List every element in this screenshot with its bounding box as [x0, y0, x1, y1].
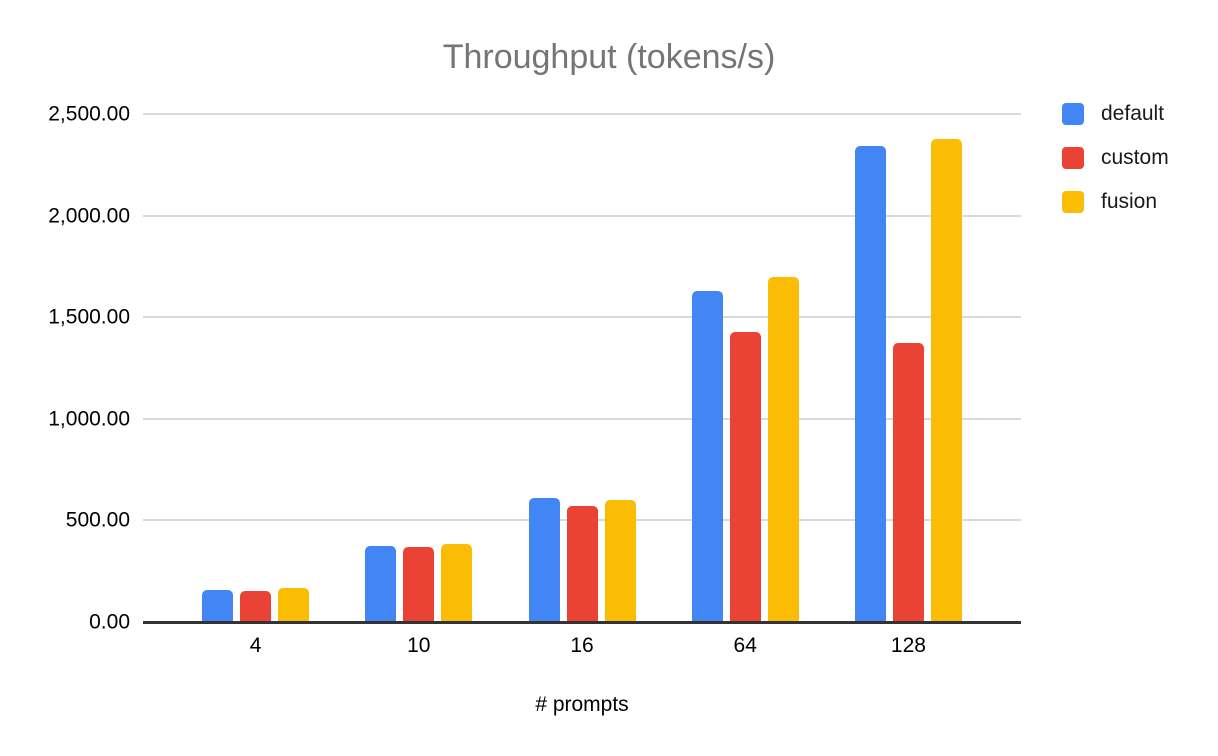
bar-fusion-16 [604, 500, 636, 622]
x-tick-label: 128 [890, 634, 926, 657]
legend-swatch-default [1062, 103, 1084, 125]
x-tick-label: 64 [733, 634, 757, 657]
legend-label: fusion [1101, 190, 1158, 213]
legend-swatch-fusion [1062, 191, 1084, 213]
bar-default-128 [854, 145, 886, 622]
bar-custom-128 [892, 342, 924, 622]
y-axis-labels: 0.00 500.00 1,000.00 1,500.00 2,000.00 2,500.… [0, 104, 130, 633]
bar-fusion-10 [441, 544, 473, 622]
x-axis-title: # prompts [535, 693, 629, 716]
legend-item-default: default [1062, 102, 1169, 126]
gridline [143, 417, 1021, 420]
plot-area [143, 113, 1021, 624]
bar-group-10 [337, 114, 500, 622]
legend-swatch-custom [1062, 147, 1084, 169]
y-tick-label: 1,000.00 [48, 407, 130, 431]
bar-default-64 [691, 290, 723, 622]
bar-custom-10 [403, 546, 435, 622]
bar-group-128 [827, 114, 990, 622]
gridline [143, 113, 1021, 115]
bar-default-10 [365, 546, 397, 622]
legend-label: custom [1101, 146, 1169, 169]
y-tick-label: 2,000.00 [48, 204, 130, 228]
legend-item-fusion: fusion [1062, 190, 1169, 214]
x-tick-label: 10 [407, 634, 431, 657]
legend-label: default [1101, 102, 1165, 125]
bar-group-16 [500, 114, 663, 622]
bar-fusion-4 [278, 588, 310, 622]
bar-group-64 [664, 114, 827, 622]
x-tick-label: 16 [570, 634, 594, 657]
bar-custom-64 [729, 331, 761, 622]
y-tick-label: 2,500.00 [48, 102, 130, 126]
y-tick-label: 500.00 [65, 508, 130, 532]
bar-groups [143, 114, 1021, 622]
bar-fusion-64 [767, 276, 799, 622]
bar-custom-4 [240, 590, 272, 622]
chart-title: Throughput (tokens/s) [442, 38, 776, 76]
legend: default custom fusion [1062, 102, 1169, 214]
legend-item-custom: custom [1062, 146, 1169, 170]
bar-custom-16 [566, 505, 598, 622]
bar-default-16 [528, 498, 560, 622]
bar-default-4 [202, 590, 234, 622]
bar-group-4 [174, 114, 337, 622]
x-axis-labels: 4 10 16 64 128 [143, 634, 1021, 658]
gridline [143, 214, 1021, 217]
y-tick-label: 0.00 [89, 610, 130, 634]
x-tick-label: 4 [249, 634, 262, 657]
x-axis-line [143, 621, 1021, 624]
y-tick-label: 1,500.00 [48, 305, 130, 329]
bar-fusion-128 [930, 139, 962, 622]
gridline [143, 316, 1021, 319]
